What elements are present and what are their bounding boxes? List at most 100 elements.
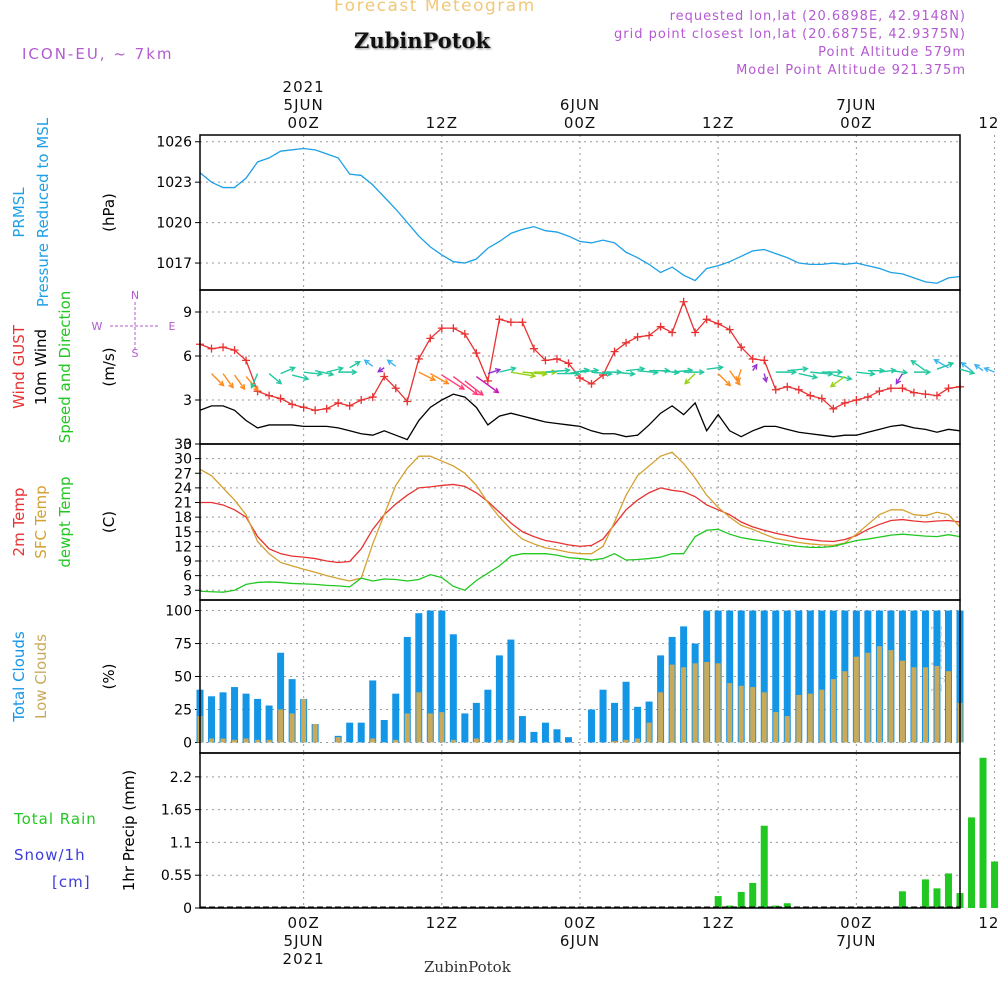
wind-arrow-head — [253, 385, 260, 392]
bar-total-rain — [979, 757, 987, 908]
gust-marker — [368, 393, 377, 402]
gust-marker — [656, 322, 665, 331]
panel-label: Low Clouds — [32, 634, 50, 719]
time-label-bottom: 12Z — [978, 914, 1000, 932]
bar-low-clouds — [934, 665, 940, 743]
bar-low-clouds — [289, 713, 295, 743]
wind-arrow-head — [925, 369, 932, 376]
bar-total-clouds — [518, 716, 526, 743]
wind-arrow-head — [529, 372, 537, 379]
wind-arrow-head — [902, 369, 909, 376]
bar-total-clouds — [472, 702, 480, 743]
gust-marker — [679, 297, 688, 306]
bar-low-clouds — [704, 661, 710, 743]
wind-arrow-head — [829, 381, 836, 388]
bar-total-rain — [933, 888, 941, 908]
bar-total-clouds — [737, 610, 745, 743]
y-tick-label: 1.65 — [161, 803, 192, 819]
gust-marker — [552, 354, 561, 363]
gust-marker — [829, 404, 838, 413]
wind-arrow-head — [276, 378, 283, 385]
bar-total-clouds — [288, 679, 296, 743]
wind-arrow — [441, 374, 465, 390]
bar-total-clouds — [346, 722, 354, 743]
wind-arrow — [314, 369, 334, 376]
bar-low-clouds — [635, 738, 641, 743]
gust-marker — [426, 334, 435, 343]
gust-marker — [299, 403, 308, 412]
bar-total-clouds — [403, 636, 411, 743]
gust-marker — [852, 396, 861, 404]
bar-total-clouds — [622, 681, 630, 743]
gust-marker — [495, 315, 504, 324]
gust-marker — [909, 388, 918, 397]
y-tick-label: 50 — [174, 670, 192, 686]
y-axis-label: (m/s) — [100, 347, 118, 386]
wind-arrow — [326, 367, 343, 373]
panel-5: 0 0.55 1.1 1.65 2.2 1hr Precip (mm) Total Rain… — [13, 752, 999, 917]
wind-arrow-head — [551, 369, 558, 376]
bar-total-rain — [991, 861, 999, 908]
bar-total-rain — [737, 891, 745, 908]
bar-total-clouds — [749, 610, 757, 743]
bar-total-clouds — [438, 610, 446, 743]
bar-low-clouds — [335, 737, 341, 743]
bar-total-clouds — [564, 737, 572, 743]
bar-low-clouds — [496, 739, 502, 743]
bar-low-clouds — [899, 660, 905, 743]
y-tick-label: 3 — [183, 393, 192, 409]
requested-coords: requested lon,lat (20.6898E, 42.9148N) — [669, 9, 966, 24]
gust-marker — [840, 398, 849, 407]
compass-n: N — [131, 289, 139, 302]
wind-arrow — [291, 374, 309, 380]
gust-marker — [599, 371, 608, 380]
bar-low-clouds — [243, 738, 249, 743]
wind-arrow — [934, 359, 949, 369]
wind-arrow-head — [983, 366, 990, 373]
wind-arrow-head — [837, 369, 844, 376]
y-axis-label: (hPa) — [100, 193, 118, 232]
bar-low-clouds — [450, 739, 456, 743]
gust-marker — [483, 376, 492, 385]
bar-low-clouds — [922, 667, 928, 743]
wind-arrow — [810, 371, 833, 375]
bar-total-clouds — [208, 696, 216, 743]
gust-marker — [817, 394, 826, 403]
wind-arrow-head — [629, 370, 636, 377]
bar-total-clouds — [795, 610, 803, 743]
y-tick-label: 1017 — [156, 256, 192, 272]
wind-arrow-head — [762, 376, 769, 384]
wind-arrow-head — [933, 359, 940, 365]
wind-arrow-head — [239, 384, 246, 391]
wind-arrow — [856, 371, 875, 375]
bar-low-clouds — [773, 712, 779, 743]
y-tick-label: 15 — [174, 525, 192, 541]
panel-label: dewpt Temp — [56, 476, 74, 567]
bar-total-rain — [726, 905, 734, 908]
bar-low-clouds — [658, 692, 664, 743]
bar-low-clouds — [738, 685, 744, 743]
panel-label: SFC Temp — [32, 485, 50, 558]
bar-total-clouds — [772, 610, 780, 743]
gust-marker — [334, 398, 343, 407]
y-tick-label: 33 — [174, 437, 192, 453]
panel-label: Total Rain — [13, 810, 97, 828]
gust-marker — [576, 374, 584, 382]
y-tick-label: 0 — [183, 735, 192, 751]
gust-marker — [230, 346, 239, 355]
wind-arrow — [787, 367, 808, 372]
gust-marker — [345, 401, 354, 410]
wind-arrow-head — [811, 373, 819, 380]
wind-arrow — [475, 375, 499, 394]
bar-total-clouds — [726, 610, 734, 743]
time-label-top: 7JUN — [836, 96, 876, 114]
gust-marker — [932, 391, 941, 400]
bar-total-clouds — [426, 610, 434, 743]
y-tick-label: 100 — [165, 604, 192, 620]
panel-label: [cm] — [52, 873, 91, 891]
time-label-bottom: 00Z — [564, 914, 596, 932]
wind-arrow-head — [846, 375, 853, 382]
gust-marker — [622, 338, 631, 347]
wind-arrow-head — [316, 370, 324, 377]
panel-label: Snow/1h — [14, 846, 86, 864]
